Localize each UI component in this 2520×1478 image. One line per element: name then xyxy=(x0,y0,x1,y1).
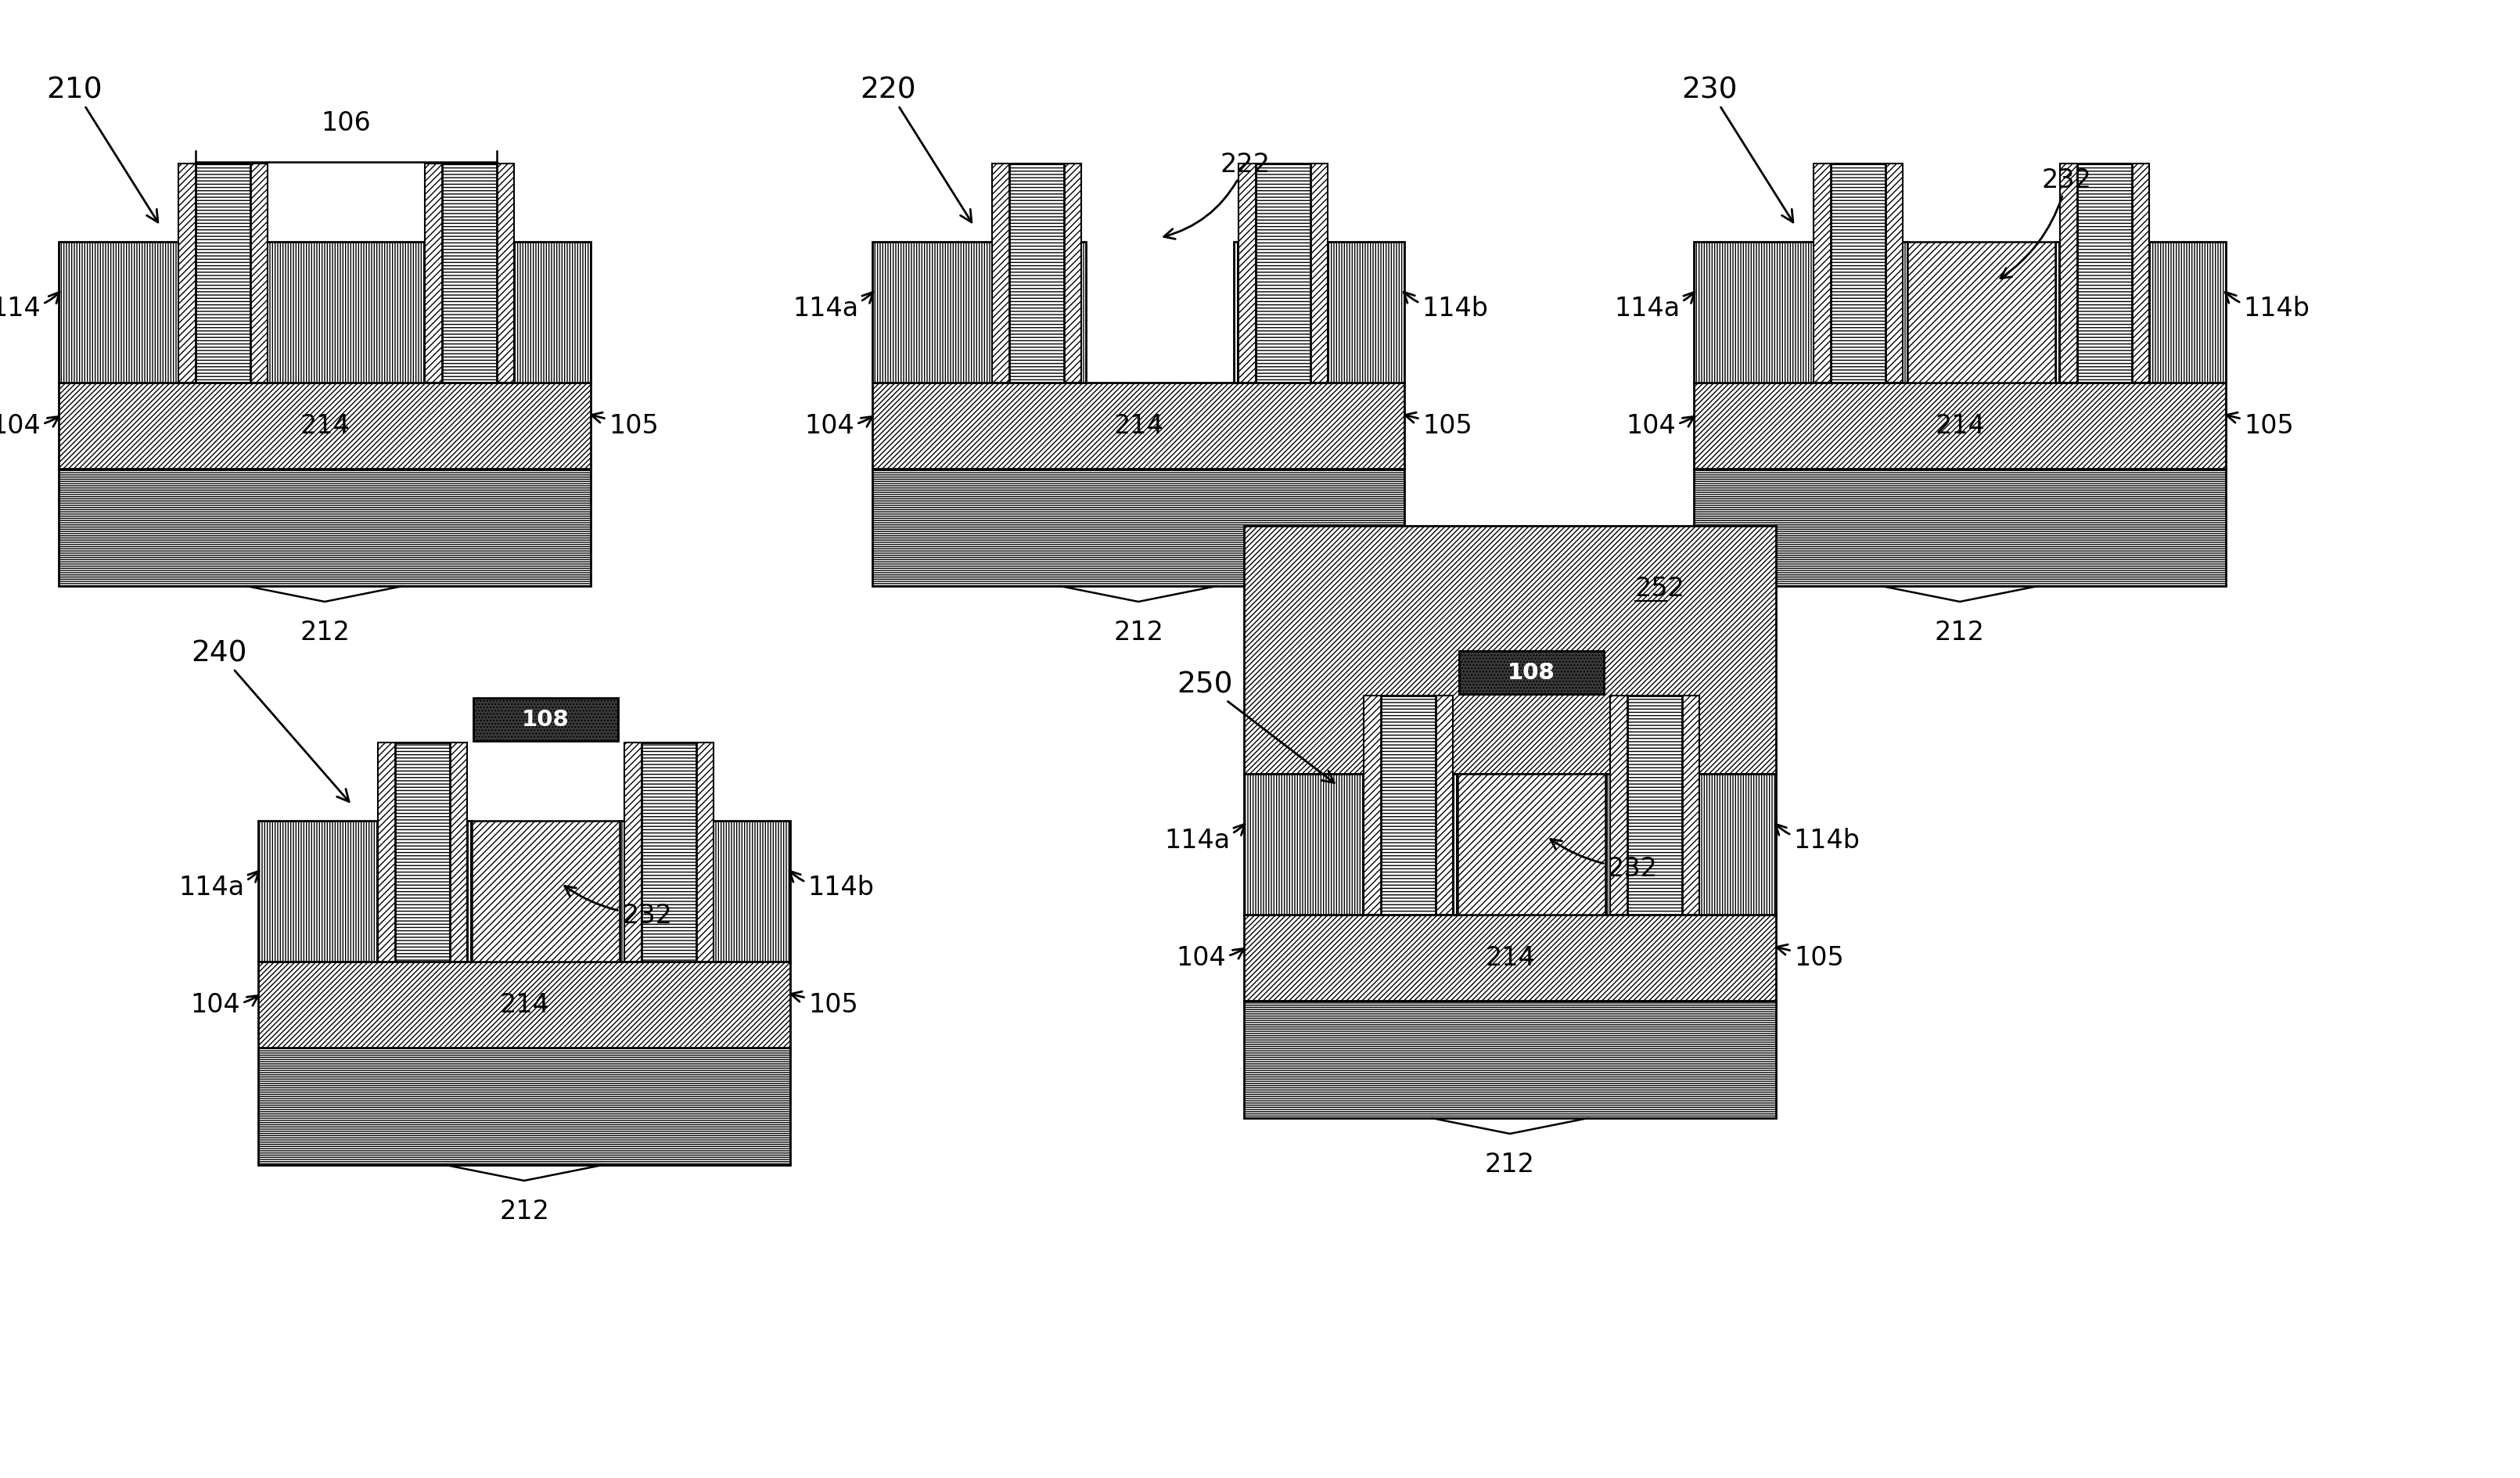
Text: 212: 212 xyxy=(1935,619,1986,646)
Bar xyxy=(1381,696,1436,915)
Text: 104: 104 xyxy=(1625,414,1693,439)
Bar xyxy=(1628,696,1681,915)
Text: 214: 214 xyxy=(499,992,549,1018)
Bar xyxy=(1459,652,1603,695)
Bar xyxy=(2076,164,2132,383)
Text: 212: 212 xyxy=(1484,1151,1535,1176)
Text: 222: 222 xyxy=(1164,151,1270,239)
Bar xyxy=(1457,774,1605,915)
Text: 214: 214 xyxy=(1935,414,1986,439)
Bar xyxy=(872,383,1404,469)
Bar xyxy=(2056,242,2225,383)
Bar xyxy=(396,743,451,962)
Bar xyxy=(993,164,1081,383)
Bar xyxy=(471,822,620,962)
Text: 108: 108 xyxy=(1507,662,1555,684)
Bar xyxy=(872,242,1086,383)
Bar xyxy=(620,822,791,962)
Bar xyxy=(474,698,617,742)
Bar xyxy=(1245,526,1777,774)
Bar xyxy=(58,383,590,469)
Text: 114a: 114a xyxy=(1164,825,1245,854)
Text: 114b: 114b xyxy=(2225,293,2311,322)
Text: 240: 240 xyxy=(192,638,350,803)
Bar xyxy=(58,469,590,587)
Text: 232: 232 xyxy=(2001,167,2092,279)
Text: 214: 214 xyxy=(1484,944,1535,971)
Bar xyxy=(1008,164,1063,383)
Text: 214: 214 xyxy=(300,414,350,439)
Bar xyxy=(1245,774,1457,915)
Bar xyxy=(1235,242,1404,383)
Text: 214: 214 xyxy=(1114,414,1164,439)
Bar xyxy=(872,469,1404,587)
Text: 220: 220 xyxy=(859,75,973,223)
Text: 105: 105 xyxy=(791,992,859,1018)
Text: 230: 230 xyxy=(1681,75,1794,223)
Text: 105: 105 xyxy=(592,412,658,439)
Bar xyxy=(378,743,466,962)
Bar xyxy=(1363,696,1454,915)
Text: 210: 210 xyxy=(45,75,159,223)
Bar xyxy=(1610,696,1698,915)
Bar xyxy=(643,743,696,962)
Text: 105: 105 xyxy=(1406,412,1472,439)
Text: 252: 252 xyxy=(1635,576,1686,602)
Bar xyxy=(2059,164,2150,383)
Bar xyxy=(257,962,791,1048)
Text: 106: 106 xyxy=(320,111,370,136)
Text: 105: 105 xyxy=(2225,412,2293,439)
Text: 104: 104 xyxy=(804,414,872,439)
Text: 250: 250 xyxy=(1177,670,1333,783)
Bar xyxy=(1605,774,1777,915)
Bar xyxy=(1255,164,1310,383)
Bar xyxy=(426,164,514,383)
Bar xyxy=(625,743,713,962)
Text: 114a: 114a xyxy=(791,293,872,322)
Bar xyxy=(1693,383,2225,469)
Text: 114: 114 xyxy=(0,293,60,322)
Bar xyxy=(179,164,267,383)
Text: 114b: 114b xyxy=(1774,825,1860,854)
Bar xyxy=(197,164,249,383)
Bar xyxy=(441,164,496,383)
Bar xyxy=(257,1048,791,1165)
Bar xyxy=(257,822,471,962)
Bar xyxy=(1693,242,1908,383)
Text: 104: 104 xyxy=(189,992,260,1018)
Bar xyxy=(1245,915,1777,1001)
Bar xyxy=(1245,1001,1777,1119)
Text: 104: 104 xyxy=(0,414,58,439)
Bar xyxy=(1237,164,1328,383)
Text: 232: 232 xyxy=(564,887,673,928)
Text: 105: 105 xyxy=(1777,944,1845,971)
Bar xyxy=(1830,164,1885,383)
Bar xyxy=(1693,469,2225,587)
Text: 232: 232 xyxy=(1550,840,1658,881)
Bar xyxy=(1908,242,2056,383)
Text: 212: 212 xyxy=(499,1199,549,1224)
Text: 212: 212 xyxy=(1114,619,1164,646)
Text: 108: 108 xyxy=(1507,662,1555,684)
Text: 114a: 114a xyxy=(1613,293,1693,322)
Text: 114a: 114a xyxy=(179,872,260,900)
Bar xyxy=(58,242,590,383)
Text: 114b: 114b xyxy=(1404,293,1489,322)
Bar xyxy=(1459,652,1603,695)
Text: 108: 108 xyxy=(522,709,570,730)
Text: 114b: 114b xyxy=(789,872,874,900)
Text: 104: 104 xyxy=(1177,944,1245,971)
Bar xyxy=(1814,164,1903,383)
Text: 212: 212 xyxy=(300,619,350,646)
